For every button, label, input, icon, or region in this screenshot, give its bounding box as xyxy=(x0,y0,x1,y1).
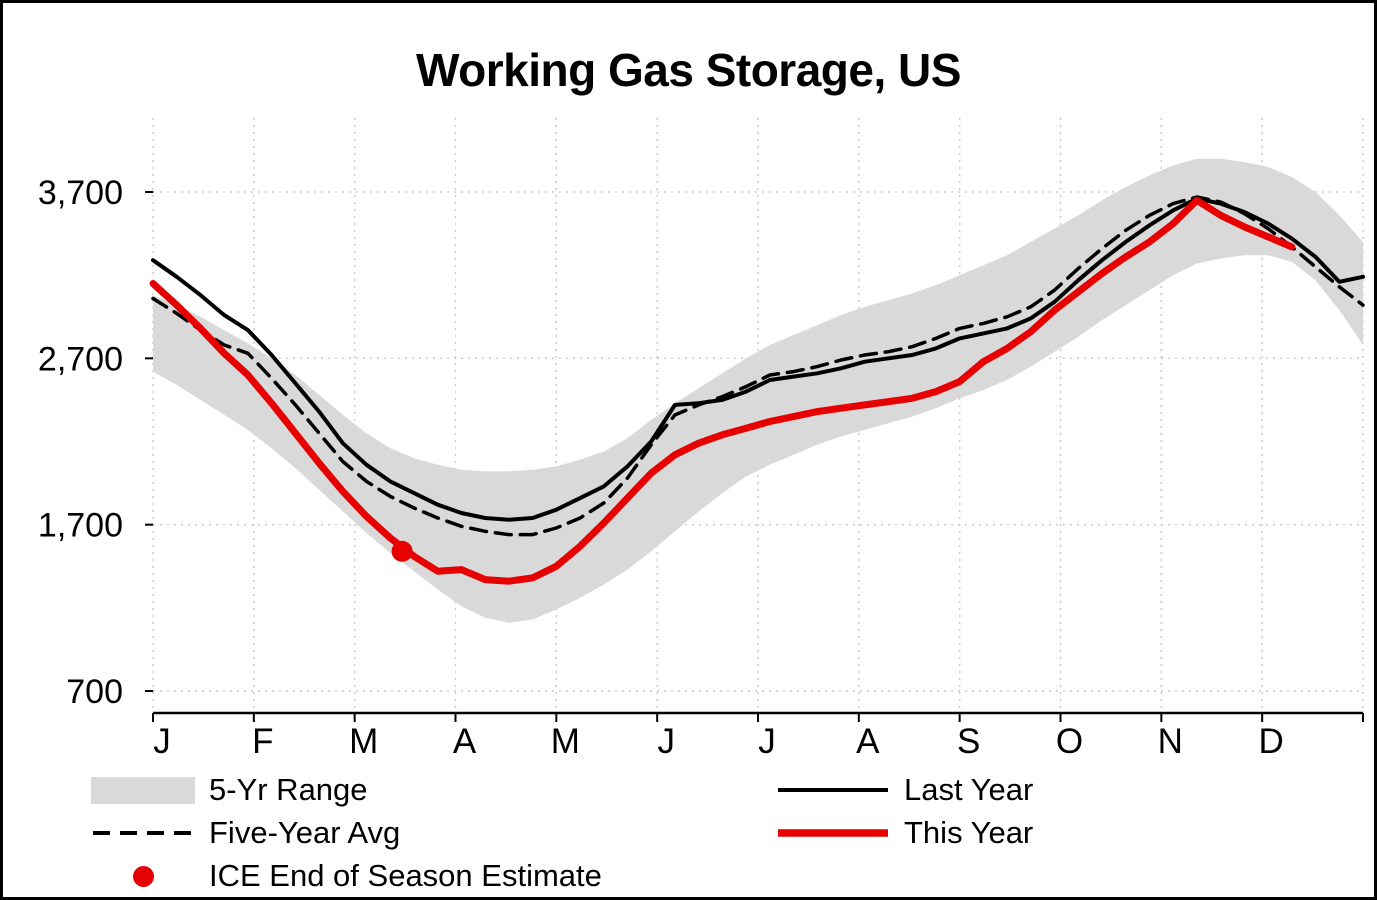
legend-label-5yr-range: 5-Yr Range xyxy=(209,772,368,807)
y-axis-label: 1,700 xyxy=(38,507,123,545)
legend-item-ice-estimate: ICE End of Season Estimate xyxy=(91,855,602,897)
x-axis-label: J xyxy=(153,722,171,761)
last-year-line xyxy=(151,196,1365,522)
x-axis-label: S xyxy=(957,722,980,761)
x-axis-label: M xyxy=(551,722,580,761)
dashed-line-swatch-icon xyxy=(93,831,193,835)
chart-legend: 5-Yr Range Five-Year Avg ICE End of Seas… xyxy=(3,763,1374,897)
x-axis-label: J xyxy=(758,722,776,761)
solid-black-line-swatch-icon xyxy=(778,788,888,792)
ice-estimate-dot xyxy=(391,540,413,562)
five-yr-range-band xyxy=(153,158,1363,623)
x-axis-label: F xyxy=(252,722,273,761)
thick-red-line-swatch-icon xyxy=(778,829,888,837)
range-swatch-box xyxy=(91,775,195,805)
legend-label-ice-estimate: ICE End of Season Estimate xyxy=(209,858,602,893)
x-axis-label: D xyxy=(1259,722,1284,761)
chart-title: Working Gas Storage, US xyxy=(416,44,961,96)
legend-label-five-year-avg: Five-Year Avg xyxy=(209,815,401,850)
this-year-swatch-box xyxy=(776,818,890,848)
x-axis-label: J xyxy=(657,722,675,761)
legend-item-five-year-avg: Five-Year Avg xyxy=(91,812,400,854)
legend-item-5yr-range: 5-Yr Range xyxy=(91,769,368,811)
last-year-swatch-box xyxy=(776,775,890,805)
storage-chart: J F M A M J J A S O N D 3,700 2,700 1,700 700 xyxy=(38,118,1365,761)
avg-swatch-box xyxy=(91,818,195,848)
legend-label-last-year: Last Year xyxy=(904,772,1034,807)
legend-label-this-year: This Year xyxy=(904,815,1034,850)
y-axis-label: 2,700 xyxy=(38,340,123,378)
red-dot-swatch-icon xyxy=(132,865,154,887)
x-axis-label: A xyxy=(453,722,477,761)
y-axis-label: 3,700 xyxy=(38,174,123,212)
x-axis-label: A xyxy=(856,722,880,761)
legend-item-last-year: Last Year xyxy=(776,769,1033,811)
y-axis-label: 700 xyxy=(66,673,123,711)
five-year-avg-line xyxy=(151,195,1365,537)
this-year-line xyxy=(149,196,1296,585)
ice-swatch-box xyxy=(91,861,195,891)
range-band-swatch-icon xyxy=(91,776,195,804)
x-axis-label: N xyxy=(1158,722,1183,761)
x-axis-label: M xyxy=(349,722,378,761)
x-axis-label: O xyxy=(1056,722,1083,761)
legend-item-this-year: This Year xyxy=(776,812,1033,854)
